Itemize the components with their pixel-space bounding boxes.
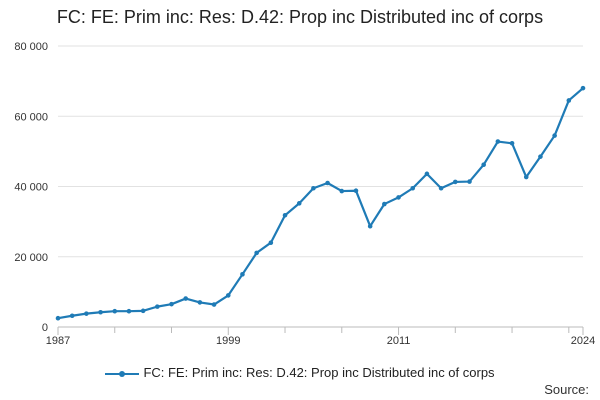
source-label: Source: <box>544 382 589 397</box>
legend-series-marker-icon <box>105 369 140 379</box>
data-point <box>353 188 359 194</box>
legend-label: FC: FE: Prim inc: Res: D.42: Prop inc Di… <box>143 365 495 380</box>
data-point <box>325 180 330 186</box>
data-point <box>580 85 586 91</box>
data-point <box>240 272 245 277</box>
data-point <box>169 301 174 307</box>
data-series <box>55 85 586 321</box>
x-tick-label: 1999 <box>216 335 240 347</box>
y-tick-label: 80 000 <box>14 41 48 53</box>
y-axis-labels: 0 20 000 40 000 60 000 80 000 <box>14 41 48 334</box>
data-point <box>84 311 89 316</box>
y-tick-label: 20 000 <box>14 252 48 264</box>
data-point <box>382 201 387 207</box>
data-point <box>438 185 444 191</box>
gridlines <box>58 45 583 258</box>
data-point <box>538 154 543 159</box>
data-point <box>396 195 401 200</box>
chart-title: FC: FE: Prim inc: Res: D.42: Prop inc Di… <box>56 7 544 27</box>
data-point <box>98 309 103 315</box>
data-point <box>339 188 345 194</box>
series-line <box>57 87 584 320</box>
y-tick-label: 60 000 <box>14 111 48 123</box>
data-point <box>367 223 373 229</box>
data-point <box>509 140 515 146</box>
x-axis-labels: 1987 1999 2011 2024 <box>46 335 595 347</box>
x-tick-label: 2011 <box>387 335 411 347</box>
data-point <box>225 293 231 298</box>
data-point <box>112 308 118 314</box>
data-point <box>452 179 458 185</box>
data-point <box>69 313 75 319</box>
data-point <box>197 300 203 305</box>
data-point <box>55 315 61 321</box>
x-axis <box>57 326 584 335</box>
y-tick-label: 40 000 <box>14 182 48 194</box>
data-point <box>424 171 430 177</box>
data-point <box>523 174 529 180</box>
legend[interactable]: FC: FE: Prim inc: Res: D.42: Prop inc Di… <box>0 365 600 380</box>
data-point <box>211 302 217 307</box>
data-point <box>155 304 160 309</box>
data-point <box>311 185 316 191</box>
data-point <box>282 213 288 218</box>
data-point <box>140 308 146 314</box>
data-point <box>183 296 189 301</box>
data-point <box>495 139 501 144</box>
data-point <box>268 240 274 245</box>
data-point <box>254 250 259 256</box>
x-tick-label: 1987 <box>46 335 70 347</box>
data-point <box>481 162 486 168</box>
data-point <box>467 179 472 184</box>
data-point <box>126 308 132 314</box>
data-point <box>296 201 302 206</box>
x-tick-label: 2024 <box>571 335 595 347</box>
data-point <box>566 98 572 103</box>
data-point <box>552 133 557 138</box>
y-tick-label: 0 <box>42 322 48 334</box>
data-point <box>410 185 416 191</box>
